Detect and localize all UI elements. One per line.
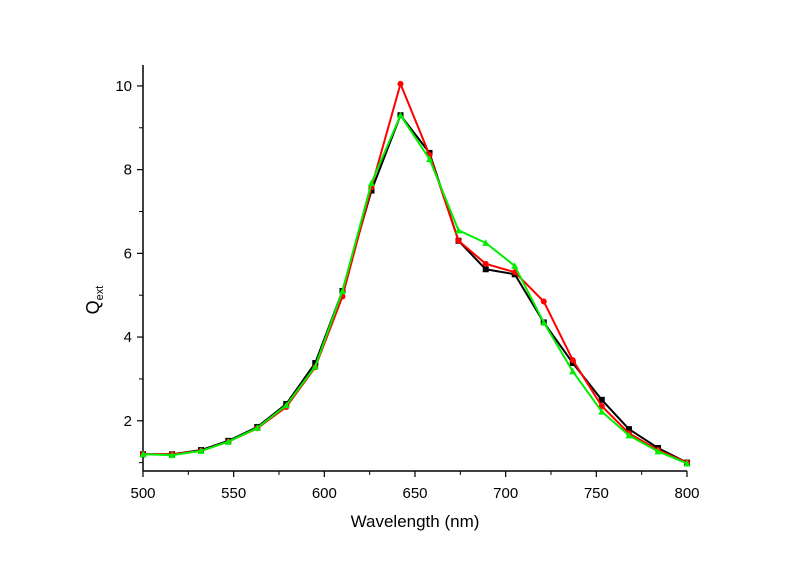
- data-point-triangle: [654, 447, 662, 455]
- y-tick-label: 6: [124, 245, 132, 262]
- x-tick-label: 500: [130, 485, 155, 502]
- x-tick-label: 750: [584, 485, 609, 502]
- series-line: [143, 82, 688, 464]
- data-point-triangle: [683, 459, 691, 467]
- data-point-triangle: [338, 287, 346, 295]
- data-point-triangle: [540, 318, 548, 326]
- axes: 500 550 600 650 700 750 800 2 4 6 8 10: [115, 65, 700, 502]
- y-tick-label: 8: [124, 162, 132, 179]
- series-line: [142, 114, 688, 465]
- series-2: [139, 111, 691, 467]
- y-axis-label-main: Q: [83, 300, 103, 314]
- x-tick-label: 600: [312, 485, 337, 502]
- x-tick-label: 550: [221, 485, 246, 502]
- y-axis-label: Qext: [83, 286, 106, 315]
- x-tick-label: 800: [674, 485, 699, 502]
- data-point-circle: [598, 403, 605, 410]
- x-tick-label: 650: [402, 485, 427, 502]
- x-axis-label: Wavelength (nm): [351, 512, 480, 531]
- data-point-triangle: [396, 111, 404, 119]
- data-point-triangle: [367, 179, 375, 187]
- data-point-triangle: [598, 408, 606, 415]
- y-tick-label: 10: [115, 78, 132, 95]
- y-tick-label: 4: [124, 329, 132, 346]
- series-group: [139, 80, 691, 467]
- data-point-circle: [482, 260, 489, 267]
- data-point-triangle: [197, 447, 205, 454]
- data-point-triangle: [455, 226, 463, 234]
- data-point-triangle: [511, 262, 519, 269]
- data-point-triangle: [426, 155, 434, 163]
- y-axis-label-subscript: ext: [94, 286, 106, 301]
- data-point-triangle: [224, 438, 232, 445]
- data-point-square: [625, 426, 632, 433]
- data-point-triangle: [168, 451, 176, 459]
- data-point-circle: [455, 237, 462, 244]
- data-point-circle: [569, 357, 576, 364]
- y-tick-label: 2: [124, 413, 132, 430]
- data-point-square: [598, 396, 605, 403]
- data-point-triangle: [311, 362, 319, 370]
- data-point-triangle: [282, 401, 290, 409]
- data-point-circle: [397, 80, 404, 87]
- data-point-triangle: [482, 239, 490, 246]
- data-point-triangle: [569, 367, 577, 375]
- data-point-square: [482, 266, 489, 273]
- data-point-triangle: [139, 450, 147, 458]
- data-point-circle: [540, 298, 547, 305]
- x-tick-label: 700: [493, 485, 518, 502]
- data-point-triangle: [625, 431, 633, 439]
- data-point-triangle: [253, 424, 261, 431]
